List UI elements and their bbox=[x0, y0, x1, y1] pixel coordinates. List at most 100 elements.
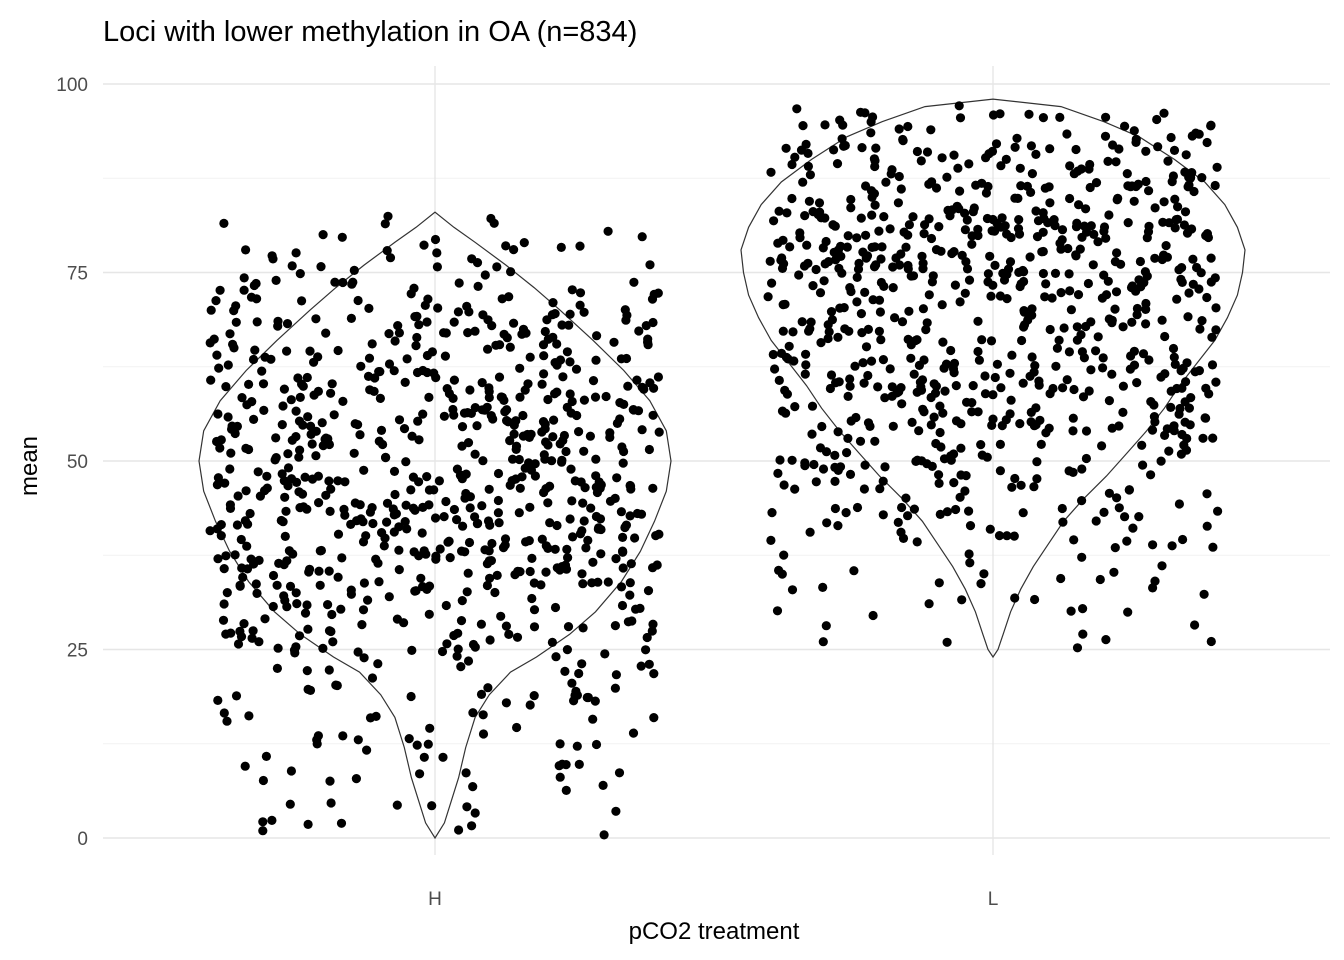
point-L bbox=[1072, 218, 1082, 228]
point-H bbox=[205, 526, 215, 536]
point-L bbox=[1141, 176, 1151, 187]
point-L bbox=[1065, 286, 1075, 296]
point-L bbox=[1127, 317, 1137, 327]
point-L bbox=[778, 235, 788, 245]
point-H bbox=[394, 545, 404, 555]
point-L bbox=[1177, 263, 1187, 273]
point-L bbox=[901, 493, 911, 503]
point-H bbox=[525, 352, 535, 362]
point-L bbox=[1186, 393, 1196, 403]
point-H bbox=[541, 541, 551, 551]
point-L bbox=[1122, 169, 1132, 179]
point-L bbox=[1010, 593, 1020, 603]
point-H bbox=[588, 376, 599, 386]
point-H bbox=[552, 360, 562, 370]
point-H bbox=[610, 621, 621, 631]
point-L bbox=[1129, 196, 1139, 206]
point-H bbox=[385, 253, 396, 263]
point-H bbox=[226, 448, 236, 458]
point-L bbox=[1159, 197, 1169, 207]
point-L bbox=[778, 300, 788, 310]
point-H bbox=[486, 213, 496, 224]
point-L bbox=[1081, 426, 1092, 436]
point-H bbox=[468, 708, 478, 718]
point-L bbox=[987, 226, 997, 236]
point-L bbox=[1077, 464, 1087, 474]
point-L bbox=[828, 220, 838, 230]
point-H bbox=[422, 317, 432, 327]
point-H bbox=[302, 372, 312, 383]
point-H bbox=[311, 451, 321, 461]
point-L bbox=[1188, 279, 1198, 289]
point-H bbox=[500, 407, 510, 417]
point-L bbox=[787, 585, 798, 595]
point-H bbox=[643, 340, 653, 350]
point-L bbox=[829, 145, 839, 155]
point-L bbox=[964, 275, 975, 285]
point-L bbox=[1009, 531, 1019, 541]
point-H bbox=[314, 566, 324, 576]
point-H bbox=[649, 289, 659, 299]
point-H bbox=[463, 438, 474, 448]
point-L bbox=[1142, 233, 1152, 243]
point-H bbox=[394, 522, 404, 532]
point-H bbox=[524, 432, 535, 442]
point-L bbox=[1062, 375, 1072, 385]
point-H bbox=[433, 303, 443, 313]
point-L bbox=[1086, 365, 1096, 375]
point-H bbox=[333, 345, 343, 356]
point-L bbox=[988, 110, 999, 120]
point-H bbox=[321, 490, 331, 500]
point-L bbox=[904, 220, 915, 230]
point-L bbox=[1206, 253, 1216, 263]
point-L bbox=[1135, 256, 1145, 267]
point-L bbox=[843, 433, 853, 443]
point-L bbox=[1110, 304, 1120, 314]
point-L bbox=[924, 179, 934, 189]
point-L bbox=[1156, 456, 1166, 466]
point-L bbox=[805, 170, 816, 180]
point-L bbox=[826, 307, 837, 317]
point-L bbox=[774, 565, 784, 576]
point-L bbox=[843, 231, 853, 241]
point-H bbox=[529, 691, 539, 701]
point-H bbox=[618, 547, 628, 557]
point-H bbox=[592, 331, 602, 341]
x-tick-label-L: L bbox=[988, 889, 999, 910]
point-H bbox=[549, 415, 559, 425]
y-tick-label: 100 bbox=[56, 75, 88, 96]
point-L bbox=[1138, 460, 1148, 470]
point-L bbox=[1198, 433, 1208, 443]
point-H bbox=[563, 553, 573, 563]
point-L bbox=[976, 440, 986, 450]
point-H bbox=[314, 498, 324, 508]
point-H bbox=[649, 383, 659, 393]
point-H bbox=[311, 426, 321, 436]
point-L bbox=[856, 309, 867, 319]
point-H bbox=[279, 384, 289, 394]
point-H bbox=[261, 751, 271, 762]
point-L bbox=[860, 460, 870, 470]
point-H bbox=[453, 644, 463, 654]
point-H bbox=[282, 319, 293, 329]
point-H bbox=[575, 241, 585, 251]
point-L bbox=[1118, 381, 1128, 391]
point-L bbox=[790, 402, 800, 412]
point-L bbox=[797, 317, 807, 327]
point-H bbox=[279, 476, 289, 486]
point-L bbox=[887, 165, 897, 175]
point-H bbox=[564, 320, 574, 330]
point-L bbox=[960, 486, 970, 496]
point-L bbox=[794, 270, 804, 280]
point-H bbox=[617, 600, 628, 611]
point-H bbox=[367, 673, 378, 683]
point-L bbox=[875, 307, 886, 317]
point-L bbox=[830, 503, 841, 514]
point-L bbox=[965, 558, 975, 568]
point-L bbox=[881, 177, 891, 187]
point-L bbox=[1107, 369, 1117, 379]
point-H bbox=[476, 619, 486, 629]
point-L bbox=[896, 184, 906, 194]
point-L bbox=[1128, 523, 1138, 533]
point-L bbox=[842, 448, 852, 458]
